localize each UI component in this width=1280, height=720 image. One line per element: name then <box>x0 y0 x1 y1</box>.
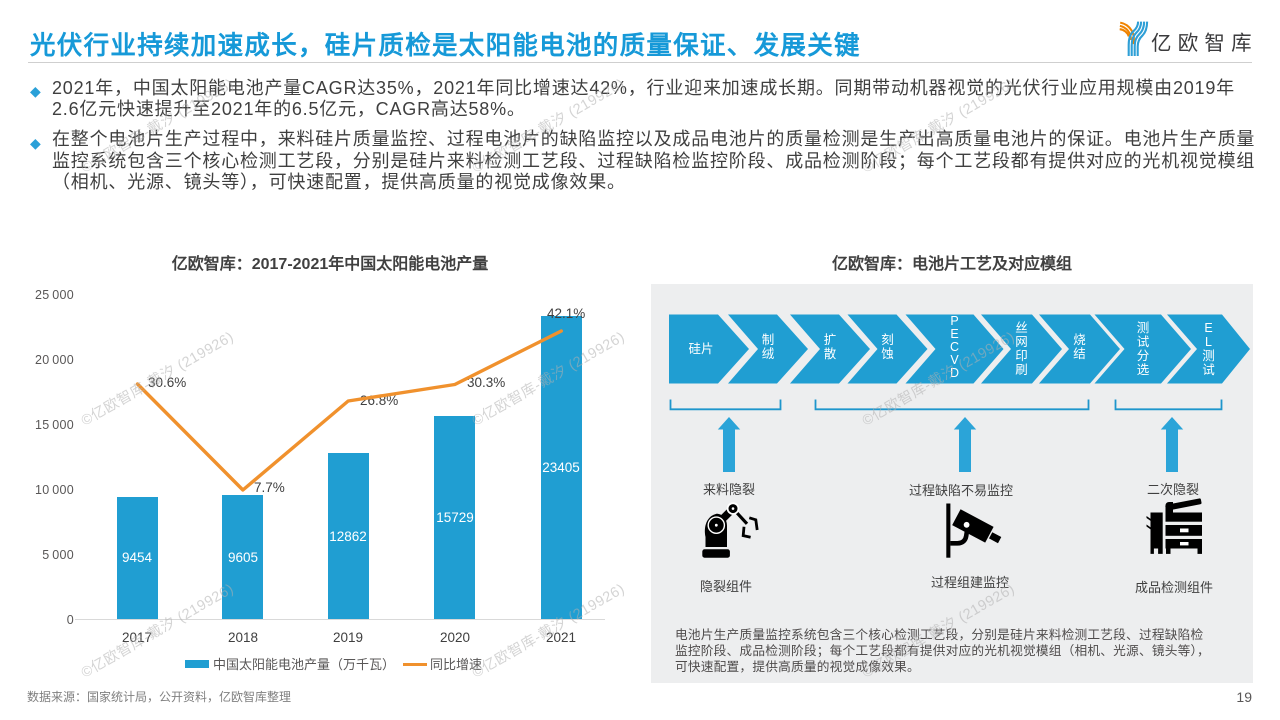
svg-text:烧: 烧 <box>1073 333 1086 347</box>
svg-text:D: D <box>950 366 959 380</box>
svg-text:亿欧智库: 亿欧智库 <box>1151 32 1258 55</box>
svg-text:测: 测 <box>1202 349 1215 363</box>
svg-text:结: 结 <box>1073 347 1086 361</box>
svg-text:蚀: 蚀 <box>881 347 894 361</box>
svg-text:绒: 绒 <box>762 347 775 361</box>
svg-text:刻: 刻 <box>881 333 894 347</box>
svg-text:E: E <box>1204 321 1212 335</box>
svg-text:试: 试 <box>1202 362 1215 377</box>
svg-text:网: 网 <box>1015 335 1028 349</box>
svg-text:硅片: 硅片 <box>688 342 713 356</box>
svg-text:选: 选 <box>1137 363 1150 377</box>
svg-text:制: 制 <box>762 333 775 347</box>
svg-text:V: V <box>950 353 959 367</box>
svg-text:测: 测 <box>1137 321 1150 335</box>
svg-text:分: 分 <box>1137 349 1150 363</box>
svg-text:散: 散 <box>824 346 837 361</box>
svg-text:P: P <box>950 314 958 328</box>
svg-text:试: 试 <box>1137 334 1150 349</box>
svg-text:刷: 刷 <box>1015 363 1028 377</box>
svg-text:C: C <box>950 340 959 354</box>
svg-text:E: E <box>950 327 958 341</box>
svg-text:丝: 丝 <box>1015 321 1028 335</box>
svg-text:扩: 扩 <box>824 333 837 347</box>
svg-text:L: L <box>1205 335 1212 349</box>
svg-text:印: 印 <box>1015 349 1028 363</box>
